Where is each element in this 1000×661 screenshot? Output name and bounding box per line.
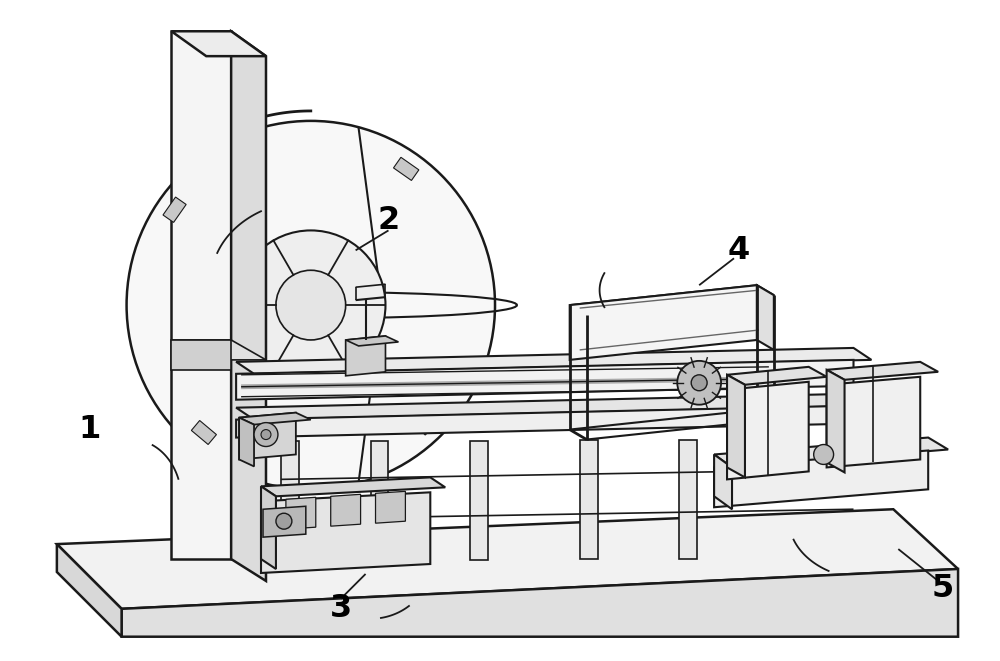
Text: 5: 5 [932, 573, 954, 604]
Circle shape [254, 422, 278, 447]
Polygon shape [714, 438, 948, 467]
Polygon shape [827, 362, 938, 380]
Polygon shape [331, 494, 361, 526]
Polygon shape [261, 477, 445, 496]
Circle shape [127, 121, 495, 489]
Polygon shape [239, 418, 254, 467]
Polygon shape [827, 377, 920, 467]
Polygon shape [727, 367, 827, 385]
Polygon shape [286, 497, 316, 529]
Polygon shape [236, 348, 871, 374]
Polygon shape [236, 360, 854, 400]
Text: 2: 2 [377, 205, 400, 236]
Polygon shape [714, 455, 732, 509]
Polygon shape [371, 441, 388, 560]
Polygon shape [679, 440, 697, 559]
Polygon shape [236, 406, 854, 438]
Text: 4: 4 [728, 235, 750, 266]
Polygon shape [470, 441, 488, 560]
Circle shape [814, 444, 834, 465]
Polygon shape [191, 420, 216, 444]
Polygon shape [239, 412, 296, 459]
Polygon shape [163, 197, 186, 222]
Polygon shape [239, 412, 311, 424]
Circle shape [236, 231, 385, 380]
Circle shape [276, 513, 292, 529]
Polygon shape [57, 544, 122, 637]
Polygon shape [281, 441, 299, 561]
Polygon shape [727, 375, 745, 477]
Polygon shape [261, 486, 276, 569]
Polygon shape [827, 370, 845, 473]
Polygon shape [416, 410, 441, 435]
Polygon shape [346, 336, 398, 346]
Polygon shape [570, 285, 774, 315]
Polygon shape [171, 340, 231, 370]
Polygon shape [57, 509, 958, 609]
Circle shape [677, 361, 721, 405]
Polygon shape [580, 440, 598, 559]
Polygon shape [570, 285, 757, 360]
Polygon shape [171, 31, 266, 56]
Polygon shape [261, 492, 430, 573]
Circle shape [261, 430, 271, 440]
Circle shape [276, 270, 346, 340]
Polygon shape [231, 31, 266, 581]
Polygon shape [727, 382, 809, 479]
Polygon shape [263, 506, 306, 537]
Polygon shape [714, 451, 928, 507]
Text: 1: 1 [79, 414, 101, 445]
Polygon shape [346, 336, 385, 376]
Polygon shape [393, 157, 419, 180]
Polygon shape [171, 31, 231, 559]
Polygon shape [376, 491, 405, 524]
Polygon shape [236, 394, 871, 420]
Polygon shape [171, 340, 266, 360]
Polygon shape [757, 285, 774, 350]
Text: 3: 3 [330, 594, 352, 625]
Circle shape [691, 375, 707, 391]
Polygon shape [122, 569, 958, 637]
